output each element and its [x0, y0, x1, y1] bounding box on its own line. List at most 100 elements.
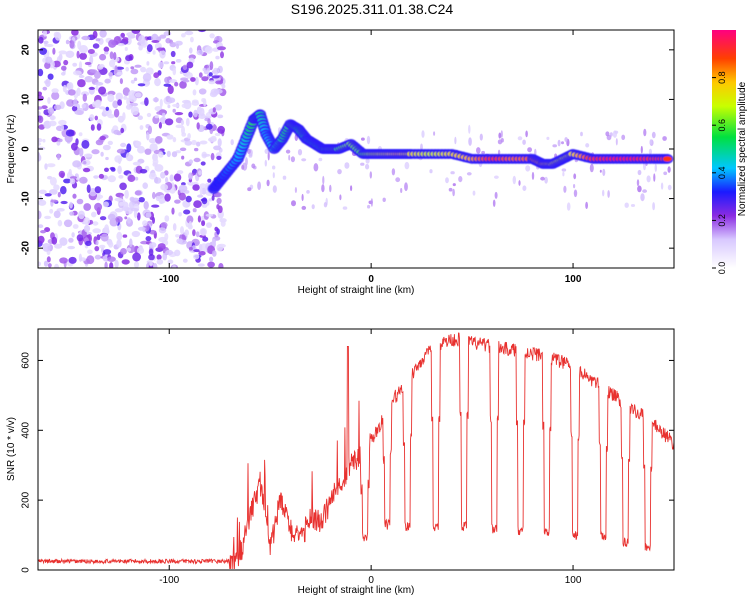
- noise-blob: [59, 237, 68, 246]
- noise-blob: [209, 61, 214, 71]
- noise-blob: [165, 249, 174, 256]
- noise-blob: [154, 78, 161, 87]
- noise-blob: [132, 161, 141, 166]
- noise-blob: [216, 197, 222, 205]
- colorbar-label: Normalized spectral amplitude: [737, 81, 748, 216]
- noise-blob: [156, 254, 162, 260]
- noise-blob: [53, 184, 60, 191]
- noise-blob: [139, 125, 144, 130]
- noise-blob: [148, 242, 157, 248]
- noise-blob: [51, 88, 59, 93]
- noise-blob: [205, 123, 213, 130]
- streak-blob: [313, 163, 319, 172]
- noise-blob: [182, 64, 188, 71]
- noise-blob: [134, 176, 139, 181]
- noise-blob: [172, 223, 177, 231]
- noise-blob: [198, 30, 206, 33]
- noise-blob: [175, 150, 182, 154]
- streak-blob: [339, 194, 342, 201]
- noise-blob: [207, 178, 212, 183]
- streak-blob: [522, 139, 526, 145]
- streak-blob: [621, 134, 626, 140]
- streak-blob: [306, 190, 310, 194]
- noise-blob: [169, 79, 177, 83]
- noise-blob: [117, 99, 122, 106]
- noise-blob: [155, 136, 163, 144]
- noise-blob: [108, 72, 114, 77]
- streak-blob: [285, 149, 291, 154]
- noise-blob: [81, 103, 87, 109]
- noise-blob: [125, 104, 133, 110]
- noise-blob: [123, 95, 128, 100]
- noise-blob: [44, 215, 52, 220]
- noise-blob: [54, 31, 62, 41]
- streak-blob: [369, 171, 372, 179]
- noise-blob: [152, 157, 159, 166]
- noise-blob: [209, 33, 215, 39]
- noise-blob: [175, 124, 184, 129]
- streak-blob: [498, 132, 502, 139]
- streak-blob: [563, 185, 567, 193]
- noise-blob: [66, 82, 72, 89]
- noise-blob: [198, 72, 203, 78]
- streak-blob: [323, 202, 328, 208]
- noise-blob: [120, 127, 125, 134]
- noise-blob: [169, 42, 177, 48]
- streak-blob: [630, 204, 636, 207]
- noise-blob: [116, 231, 123, 241]
- noise-blob: [69, 201, 73, 209]
- streak-blob: [585, 143, 590, 148]
- noise-blob: [84, 76, 93, 83]
- streak-blob: [421, 130, 425, 138]
- noise-blob: [159, 98, 163, 108]
- noise-blob: [72, 224, 79, 229]
- streak-blob: [500, 130, 503, 138]
- streak-blob: [365, 163, 370, 170]
- streak-blob: [667, 166, 671, 173]
- streak-blob: [468, 124, 471, 134]
- noise-blob: [58, 119, 67, 126]
- noise-blob: [167, 104, 171, 109]
- noise-blob: [47, 107, 55, 115]
- noise-blob: [96, 123, 102, 131]
- noise-blob: [192, 229, 196, 237]
- noise-blob: [81, 140, 90, 149]
- noise-blob: [184, 140, 192, 146]
- streak-blob: [564, 137, 568, 142]
- noise-blob: [212, 250, 217, 257]
- noise-blob: [38, 142, 42, 146]
- noise-blob: [172, 103, 180, 108]
- noise-blob: [65, 129, 75, 137]
- noise-blob: [38, 224, 44, 229]
- noise-blob: [107, 175, 117, 183]
- streak-blob: [395, 177, 401, 183]
- streak-blob: [466, 172, 472, 176]
- noise-blob: [178, 192, 186, 201]
- streak-blob: [360, 162, 365, 166]
- streak-blob: [321, 184, 325, 193]
- noise-blob: [146, 61, 150, 66]
- noise-blob: [110, 167, 116, 172]
- noise-blob: [192, 208, 197, 213]
- noise-blob: [190, 36, 194, 43]
- noise-blob: [76, 50, 80, 59]
- streak-blob: [660, 182, 664, 190]
- colorbar-ticks: 0.0 0.2 0.4 0.6 0.8: [712, 71, 727, 274]
- snr-frame: [37, 328, 675, 571]
- noise-blob: [97, 64, 104, 70]
- noise-blob: [38, 189, 47, 194]
- streak-blob: [643, 128, 647, 137]
- noise-blob: [107, 114, 115, 119]
- noise-blob: [62, 84, 67, 93]
- noise-blob: [124, 216, 128, 220]
- noise-blob: [46, 256, 51, 263]
- noise-blob: [78, 210, 85, 220]
- noise-blob: [57, 219, 63, 227]
- noise-blob: [154, 114, 159, 119]
- noise-blob: [105, 106, 110, 111]
- noise-blob: [188, 159, 193, 164]
- noise-blob: [217, 46, 226, 51]
- noise-blob: [78, 61, 83, 70]
- noise-blob: [148, 248, 154, 256]
- noise-blob: [205, 213, 214, 217]
